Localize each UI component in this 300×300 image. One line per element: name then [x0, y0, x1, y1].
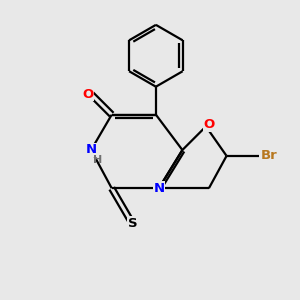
Text: O: O: [82, 88, 94, 100]
Text: N: N: [85, 143, 97, 157]
Text: O: O: [203, 118, 214, 131]
Text: S: S: [128, 217, 137, 230]
Text: N: N: [153, 182, 164, 195]
Text: H: H: [93, 155, 102, 165]
Text: Br: Br: [260, 149, 277, 162]
